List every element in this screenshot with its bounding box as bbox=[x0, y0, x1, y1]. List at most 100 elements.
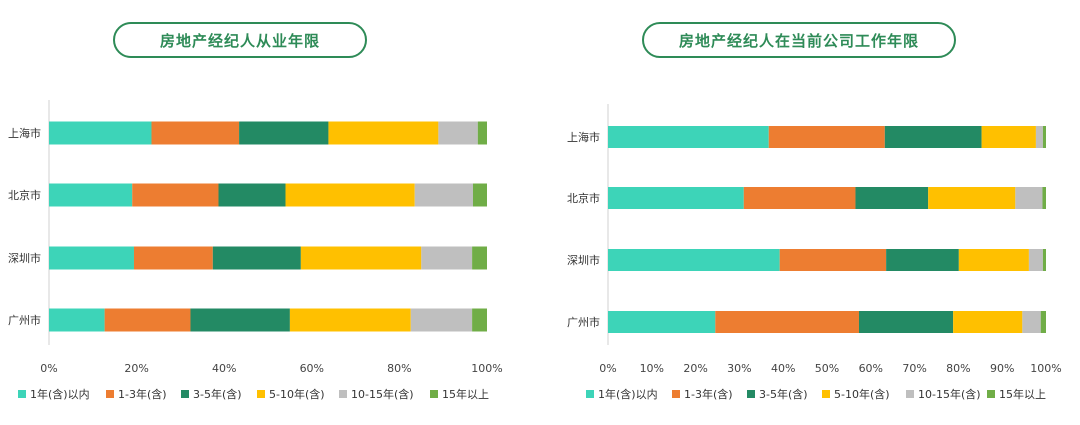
category-label: 广州市 bbox=[8, 313, 41, 327]
bar-segment bbox=[49, 308, 105, 332]
bar-segment bbox=[928, 187, 1016, 209]
chart-title-left: 房地产经纪人从业年限 bbox=[113, 22, 367, 58]
x-tick-label: 20% bbox=[124, 362, 148, 375]
category-label: 深圳市 bbox=[567, 253, 600, 267]
bar-segment bbox=[608, 311, 716, 333]
bar-segment bbox=[953, 311, 1023, 333]
x-tick-label: 100% bbox=[471, 362, 502, 375]
x-tick-label: 60% bbox=[300, 362, 324, 375]
bar-segment bbox=[715, 311, 859, 333]
bar-segment bbox=[1042, 249, 1046, 271]
legend-label: 1年(含)以内 bbox=[598, 387, 658, 401]
bar-segment bbox=[133, 246, 213, 270]
legend-label: 5-10年(含) bbox=[269, 387, 325, 401]
bar-segment bbox=[743, 187, 856, 209]
bar-segment bbox=[1022, 311, 1041, 333]
bar-segment bbox=[410, 308, 473, 332]
legend-label: 3-5年(含) bbox=[193, 387, 242, 401]
x-tick-label: 90% bbox=[990, 362, 1014, 375]
legend-swatch bbox=[822, 390, 830, 398]
bar-segment bbox=[1035, 126, 1043, 148]
bar-segment bbox=[49, 246, 134, 270]
bar-segment bbox=[608, 187, 744, 209]
x-tick-label: 20% bbox=[683, 362, 707, 375]
x-tick-label: 60% bbox=[859, 362, 883, 375]
bar-segment bbox=[438, 121, 478, 145]
category-label: 深圳市 bbox=[8, 251, 41, 265]
bar-segment bbox=[328, 121, 439, 145]
legend-swatch bbox=[430, 390, 438, 398]
legend-swatch bbox=[339, 390, 347, 398]
bar-segment bbox=[779, 249, 887, 271]
chart-panel-right: 房地产经纪人在当前公司工作年限 上海市北京市深圳市广州市 0% 10% 20% 30% 4… bbox=[540, 0, 1080, 425]
bar-segment bbox=[858, 311, 954, 333]
bar-segment bbox=[886, 249, 959, 271]
x-tick-label: 80% bbox=[387, 362, 411, 375]
legend-swatch bbox=[106, 390, 114, 398]
bar-segment bbox=[1042, 126, 1046, 148]
x-tick-label: 40% bbox=[771, 362, 795, 375]
category-label: 上海市 bbox=[567, 130, 600, 144]
category-label: 广州市 bbox=[567, 315, 600, 329]
legend-label: 15年以上 bbox=[999, 387, 1046, 401]
bar-segment bbox=[300, 246, 422, 270]
bar-segment bbox=[132, 183, 219, 207]
bar-segment bbox=[285, 183, 415, 207]
bar-segment bbox=[472, 183, 487, 207]
bar-segment bbox=[608, 249, 780, 271]
bar-segment bbox=[1015, 187, 1043, 209]
x-tick-label: 100% bbox=[1030, 362, 1061, 375]
x-tick-label: 40% bbox=[212, 362, 236, 375]
bar-segment bbox=[884, 126, 982, 148]
x-tick-label: 0% bbox=[599, 362, 616, 375]
legend-swatch bbox=[181, 390, 189, 398]
legend-label: 10-15年(含) bbox=[351, 387, 414, 401]
legend-label: 1年(含)以内 bbox=[30, 387, 90, 401]
category-label: 上海市 bbox=[8, 126, 41, 140]
legend-label: 15年以上 bbox=[442, 387, 489, 401]
x-tick-label: 10% bbox=[640, 362, 664, 375]
bar-segment bbox=[289, 308, 411, 332]
x-tick-label: 30% bbox=[727, 362, 751, 375]
bar-segment bbox=[1042, 187, 1046, 209]
legend-swatch bbox=[586, 390, 594, 398]
legend-swatch bbox=[18, 390, 26, 398]
bar-segment bbox=[151, 121, 240, 145]
legend-label: 10-15年(含) bbox=[918, 387, 981, 401]
legend-label: 1-3年(含) bbox=[684, 387, 733, 401]
bar-segment bbox=[981, 126, 1036, 148]
bar-segment bbox=[104, 308, 191, 332]
bar-segment bbox=[239, 121, 329, 145]
bar-segment bbox=[49, 183, 133, 207]
bar-segment bbox=[472, 246, 487, 270]
x-tick-label: 70% bbox=[902, 362, 926, 375]
bar-segment bbox=[218, 183, 286, 207]
bar-segment bbox=[190, 308, 290, 332]
x-tick-label: 0% bbox=[40, 362, 57, 375]
bar-segment bbox=[1040, 311, 1046, 333]
legend-swatch bbox=[672, 390, 680, 398]
x-tick-label: 80% bbox=[946, 362, 970, 375]
legend-swatch bbox=[257, 390, 265, 398]
legend-swatch bbox=[906, 390, 914, 398]
legend-swatch bbox=[747, 390, 755, 398]
bar-segment bbox=[1028, 249, 1043, 271]
bar-segment bbox=[855, 187, 929, 209]
bar-segment bbox=[608, 126, 769, 148]
bar-segment bbox=[472, 308, 487, 332]
bar-segment bbox=[414, 183, 473, 207]
chart-title-right: 房地产经纪人在当前公司工作年限 bbox=[642, 22, 956, 58]
legend-label: 3-5年(含) bbox=[759, 387, 808, 401]
legend-label: 5-10年(含) bbox=[834, 387, 890, 401]
bar-segment bbox=[958, 249, 1029, 271]
bar-segment bbox=[477, 121, 487, 145]
chart-panel-left: 房地产经纪人从业年限 上海市北京市深圳市广州市 0% 20% 40% 60% 80% 100… bbox=[8, 22, 503, 401]
category-label: 北京市 bbox=[8, 188, 41, 202]
legend-label: 1-3年(含) bbox=[118, 387, 167, 401]
bar-segment bbox=[421, 246, 473, 270]
bar-segment bbox=[768, 126, 885, 148]
category-label: 北京市 bbox=[567, 191, 600, 205]
bar-segment bbox=[49, 121, 152, 145]
